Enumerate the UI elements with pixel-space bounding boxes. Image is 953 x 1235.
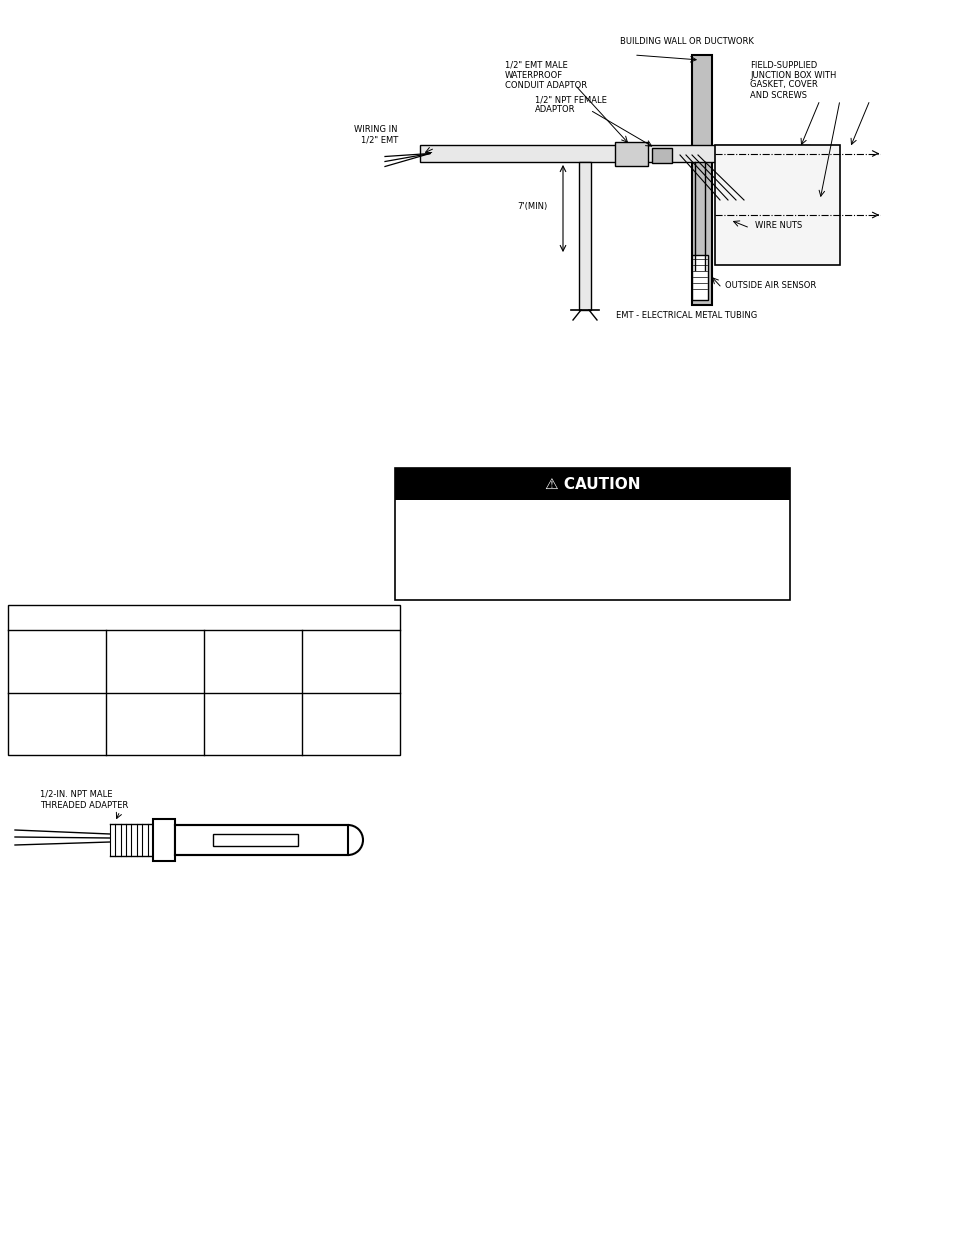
Text: OUTSIDE AIR SENSOR: OUTSIDE AIR SENSOR	[724, 280, 816, 289]
Text: THREADED ADAPTER: THREADED ADAPTER	[40, 802, 128, 810]
Bar	[714, 144, 840, 266]
Text: 7'(MIN): 7'(MIN)	[517, 203, 547, 211]
Bar	[419, 144, 809, 162]
Text: CONDUIT ADAPTOR: CONDUIT ADAPTOR	[504, 80, 586, 89]
Text: EMT - ELECTRICAL METAL TUBING: EMT - ELECTRICAL METAL TUBING	[616, 310, 757, 320]
Bar	[395, 468, 789, 600]
Bar	[691, 56, 711, 305]
Bar	[615, 142, 647, 165]
Bar	[213, 834, 297, 846]
Text: 1/2" EMT: 1/2" EMT	[360, 136, 397, 144]
Text: ADAPTOR: ADAPTOR	[535, 105, 575, 115]
Bar	[651, 148, 671, 163]
Text: GASKET, COVER: GASKET, COVER	[749, 80, 817, 89]
Text: ⚠ CAUTION: ⚠ CAUTION	[544, 477, 639, 492]
Bar	[395, 468, 789, 500]
Bar	[174, 825, 348, 855]
Text: BUILDING WALL OR DUCTWORK: BUILDING WALL OR DUCTWORK	[619, 37, 753, 47]
Text: JUNCTION BOX WITH: JUNCTION BOX WITH	[749, 70, 836, 79]
Text: 1/2" EMT MALE: 1/2" EMT MALE	[504, 61, 567, 69]
Bar	[8, 605, 399, 755]
Text: FIELD-SUPPLIED: FIELD-SUPPLIED	[749, 61, 817, 69]
Text: WATERPROOF: WATERPROOF	[504, 70, 562, 79]
Text: 1/2" NPT FEMALE: 1/2" NPT FEMALE	[535, 95, 606, 105]
Text: AND SCREWS: AND SCREWS	[749, 90, 806, 100]
Bar	[578, 162, 590, 310]
Bar	[152, 819, 174, 861]
Text: WIRE NUTS: WIRE NUTS	[754, 221, 801, 230]
Bar	[691, 254, 707, 300]
Text: WIRING IN: WIRING IN	[355, 126, 397, 135]
Text: 1/2-IN. NPT MALE: 1/2-IN. NPT MALE	[40, 789, 112, 799]
